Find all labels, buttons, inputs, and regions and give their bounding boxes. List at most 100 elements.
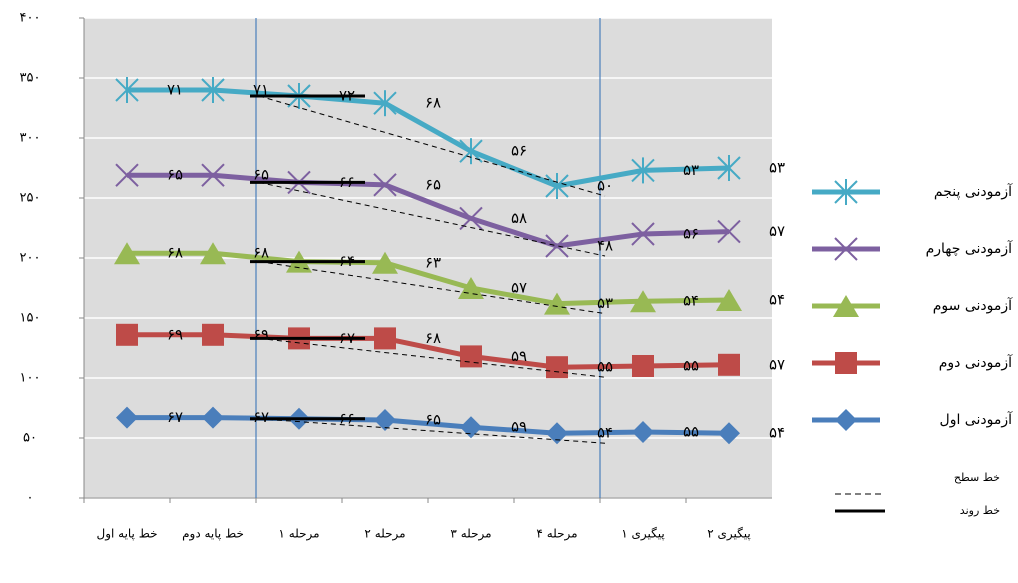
marker-shape — [202, 406, 224, 429]
marker-shape — [114, 242, 140, 265]
y-tick-label: ۵۰ — [23, 431, 37, 446]
marker-shape — [458, 277, 484, 299]
marker-shape — [544, 292, 570, 315]
y-tick-label: ۳۰۰ — [20, 131, 41, 146]
data-label: ۶۹ — [167, 325, 183, 343]
marker-shape — [546, 422, 568, 445]
data-label: ۵۵ — [683, 357, 699, 375]
trend-line — [258, 95, 606, 197]
data-label: ۷۱ — [253, 81, 269, 99]
marker — [544, 292, 570, 315]
data-label: ۶۸ — [253, 244, 269, 262]
x-tick-label: مرحله ۴ — [536, 527, 577, 542]
marker — [834, 179, 858, 205]
series-line — [127, 332, 730, 370]
marker — [201, 77, 225, 103]
trend-line — [258, 418, 606, 444]
marker — [632, 355, 654, 377]
marker — [458, 277, 484, 299]
data-label: ۶۹ — [253, 325, 269, 343]
y-tick-label: ۲۰۰ — [20, 251, 41, 266]
y-tick-label: ۱۰۰ — [20, 371, 41, 386]
x-tick-label: مرحله ۲ — [364, 527, 405, 542]
data-label: ۶۷ — [167, 408, 183, 426]
marker-shape — [632, 355, 654, 377]
data-label: ۵۷ — [769, 222, 785, 240]
data-label: ۵۷ — [511, 279, 527, 297]
marker — [116, 406, 138, 429]
marker-shape — [115, 163, 139, 187]
data-label: ۷۱ — [167, 81, 183, 99]
marker-shape — [631, 222, 655, 246]
marker — [631, 222, 655, 246]
series-line — [127, 415, 730, 436]
marker — [545, 234, 569, 258]
series-line — [127, 250, 730, 307]
data-label: ۶۵ — [425, 411, 441, 429]
marker-shape — [116, 406, 138, 429]
marker-shape — [718, 422, 740, 445]
marker — [114, 242, 140, 265]
marker — [201, 163, 225, 187]
legend-label: آزمودنی دوم — [939, 354, 1013, 371]
marker — [202, 406, 224, 429]
data-label: ۵۸ — [511, 209, 527, 227]
data-label: ۵۹ — [511, 418, 527, 436]
marker-shape — [200, 242, 226, 265]
marker-shape — [835, 409, 857, 431]
marker-shape — [374, 327, 396, 350]
x-tick-label: خط پایه دوم — [182, 527, 244, 542]
marker-shape — [460, 416, 482, 439]
data-label: ۶۸ — [167, 244, 183, 262]
data-label: ۵۴ — [769, 424, 785, 442]
marker-shape — [630, 290, 656, 313]
data-label: ۵۴ — [683, 292, 699, 310]
data-label: ۵۴ — [597, 424, 613, 442]
marker-shape — [546, 356, 568, 379]
marker — [460, 345, 482, 368]
note-label: خط روند — [960, 504, 1000, 517]
marker — [374, 327, 396, 350]
marker-shape — [632, 421, 654, 443]
marker-shape — [717, 219, 741, 244]
legend: آزمودنی اول آزمودنی دوم آزمودنی سوم آزمودنی… — [812, 179, 1013, 431]
data-label: ۴۸ — [597, 237, 613, 255]
data-label: ۵۳ — [769, 159, 785, 177]
x-tick-label: مرحله ۳ — [450, 527, 491, 542]
data-label: ۶۸ — [425, 94, 441, 112]
y-tick-label: ۴۰۰ — [20, 11, 41, 26]
y-tick-label: ۰ — [27, 491, 34, 506]
data-label: ۶۵ — [425, 175, 441, 193]
marker — [835, 352, 857, 374]
series-line — [127, 87, 730, 189]
marker-shape — [460, 345, 482, 368]
marker — [372, 251, 398, 274]
y-tick-label: ۱۵۰ — [20, 311, 41, 326]
marker — [546, 356, 568, 379]
marker-shape — [718, 353, 740, 376]
data-label: ۵۹ — [511, 347, 527, 365]
marker — [546, 422, 568, 445]
x-tick-label: پیگیری ۲ — [707, 527, 751, 542]
data-label: ۶۸ — [425, 329, 441, 347]
marker-shape — [835, 352, 857, 374]
marker — [460, 416, 482, 439]
marker — [632, 421, 654, 443]
marker — [200, 242, 226, 265]
marker-shape — [116, 323, 138, 346]
marker — [459, 138, 483, 165]
marker-shape — [201, 163, 225, 187]
trend-line — [258, 261, 606, 315]
marker-shape — [373, 173, 397, 197]
marker — [717, 219, 741, 244]
legend-label: آزمودنی چهارم — [926, 240, 1014, 257]
data-label: ۶۵ — [167, 166, 183, 184]
data-label: ۵۶ — [511, 142, 527, 160]
series-line — [127, 172, 730, 249]
marker — [374, 409, 396, 431]
x-tick-label: مرحله ۱ — [278, 527, 319, 542]
marker — [631, 157, 655, 184]
marker-shape — [202, 323, 224, 346]
data-label: ۵۴ — [769, 291, 785, 309]
